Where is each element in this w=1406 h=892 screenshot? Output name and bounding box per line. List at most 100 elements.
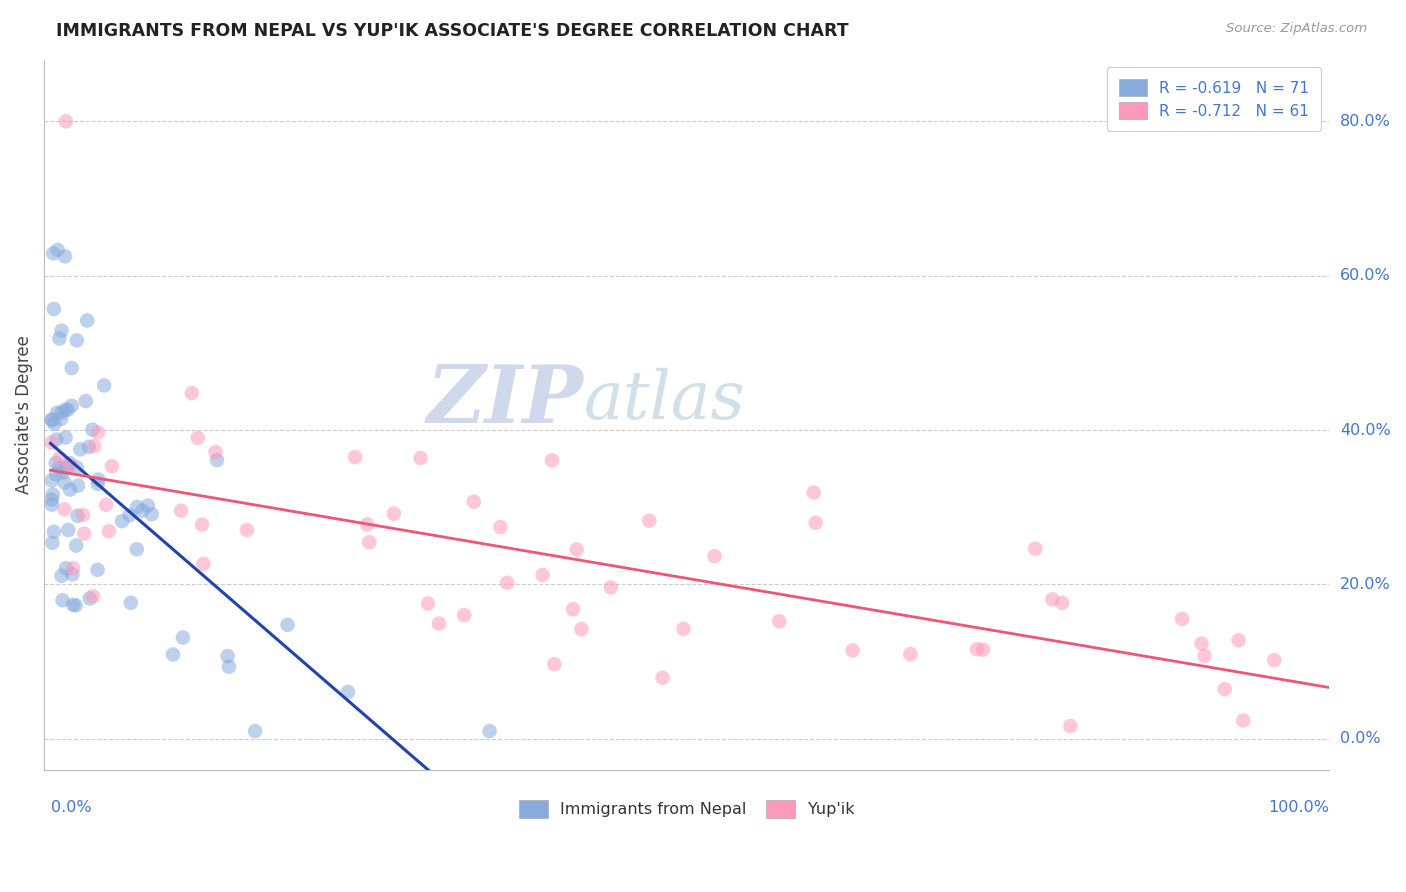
Point	[55, 561, 77, 575]
Point	[56, 402, 79, 417]
Point	[41, 413, 63, 427]
Point	[1040, 592, 1063, 607]
Point	[55, 114, 77, 128]
Point	[562, 602, 585, 616]
Point	[62, 598, 84, 612]
Point	[42, 487, 65, 501]
Point	[67, 478, 90, 492]
Point	[66, 334, 89, 348]
Point	[53, 475, 76, 490]
Point	[87, 425, 110, 440]
Point	[118, 508, 141, 523]
Point	[41, 492, 63, 507]
Text: IMMIGRANTS FROM NEPAL VS YUP'IK ASSOCIATE'S DEGREE CORRELATION CHART: IMMIGRANTS FROM NEPAL VS YUP'IK ASSOCIAT…	[56, 22, 849, 40]
Point	[162, 648, 184, 662]
Point	[86, 477, 108, 491]
Point	[277, 617, 299, 632]
Point	[478, 724, 501, 739]
Point	[65, 539, 87, 553]
Point	[94, 498, 117, 512]
Text: 40.0%: 40.0%	[1340, 423, 1391, 438]
Point	[972, 642, 994, 657]
Point	[55, 461, 77, 475]
Point	[382, 507, 405, 521]
Point	[193, 557, 215, 571]
Point	[172, 631, 194, 645]
Point	[42, 524, 65, 539]
Point	[51, 324, 73, 338]
Point	[41, 413, 63, 427]
Point	[243, 724, 266, 739]
Point	[127, 500, 149, 514]
Point	[73, 526, 96, 541]
Point	[131, 503, 153, 517]
Point	[60, 399, 83, 413]
Point	[900, 647, 922, 661]
Point	[69, 442, 91, 457]
Point	[42, 301, 65, 316]
Point	[541, 453, 564, 467]
Point	[489, 520, 512, 534]
Y-axis label: Associate's Degree: Associate's Degree	[15, 335, 32, 494]
Point	[55, 430, 77, 444]
Point	[1232, 714, 1254, 728]
Point	[453, 608, 475, 623]
Point	[59, 483, 82, 497]
Point	[1194, 648, 1216, 663]
Point	[51, 593, 73, 607]
Point	[1024, 541, 1046, 556]
Point	[1171, 612, 1194, 626]
Point	[82, 423, 104, 437]
Point	[599, 581, 621, 595]
Point	[83, 439, 105, 453]
Text: 80.0%: 80.0%	[1340, 114, 1391, 128]
Point	[543, 657, 565, 672]
Point	[62, 561, 84, 575]
Point	[48, 331, 70, 345]
Point	[1263, 653, 1285, 667]
Point	[141, 507, 163, 521]
Text: 20.0%: 20.0%	[1340, 577, 1391, 592]
Point	[638, 514, 661, 528]
Point	[87, 473, 110, 487]
Point	[217, 649, 239, 664]
Point	[42, 246, 65, 260]
Point	[77, 440, 100, 454]
Text: ZIP: ZIP	[427, 361, 583, 439]
Point	[97, 524, 120, 539]
Point	[51, 568, 73, 582]
Point	[59, 458, 82, 473]
Point	[82, 589, 104, 603]
Point	[416, 597, 439, 611]
Point	[53, 249, 76, 263]
Point	[703, 549, 725, 564]
Point	[41, 474, 63, 488]
Point	[531, 568, 554, 582]
Point	[72, 508, 94, 522]
Point	[52, 466, 75, 480]
Point	[48, 461, 70, 475]
Point	[496, 575, 519, 590]
Point	[170, 503, 193, 517]
Point	[356, 517, 378, 532]
Point	[136, 499, 159, 513]
Point	[46, 406, 69, 420]
Point	[66, 508, 89, 523]
Point	[427, 616, 450, 631]
Point	[75, 394, 97, 409]
Point	[1050, 596, 1073, 610]
Point	[218, 659, 240, 673]
Text: 0.0%: 0.0%	[51, 800, 91, 815]
Point	[236, 523, 259, 537]
Point	[1059, 719, 1081, 733]
Point	[1191, 637, 1213, 651]
Point	[44, 417, 66, 431]
Point	[841, 643, 863, 657]
Point	[62, 567, 84, 582]
Point	[768, 615, 790, 629]
Point	[79, 591, 101, 606]
Text: 100.0%: 100.0%	[1268, 800, 1329, 815]
Point	[51, 405, 73, 419]
Point	[53, 402, 76, 417]
Point	[569, 622, 592, 636]
